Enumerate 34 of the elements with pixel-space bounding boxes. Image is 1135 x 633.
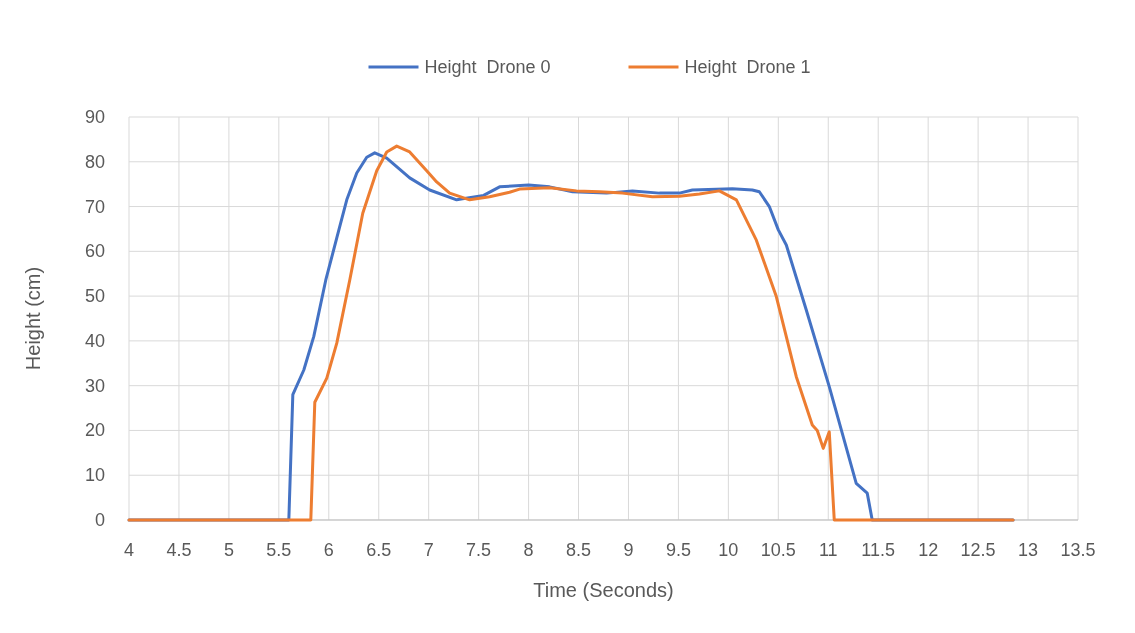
x-tick-label: 8.5 (566, 540, 592, 560)
x-tick-label: 8 (523, 540, 534, 560)
y-tick-label: 10 (84, 465, 105, 486)
x-tick-label: 7 (423, 540, 434, 560)
x-tick-label: 9 (623, 540, 634, 560)
y-tick-label: 90 (84, 107, 105, 127)
y-tick-label: 30 (84, 375, 105, 396)
legend-label: Height Drone 1 (684, 57, 811, 77)
legend-label: Height Drone 0 (424, 57, 551, 77)
x-tick-label: 4 (123, 540, 135, 560)
y-tick-label: 70 (84, 196, 105, 217)
x-tick-label: 9.5 (665, 540, 691, 560)
x-tick-label: 10.5 (760, 540, 796, 560)
x-tick-label: 7.5 (466, 540, 492, 560)
x-tick-label: 4.5 (166, 540, 192, 560)
x-tick-label: 11.5 (861, 540, 896, 560)
y-tick-label: 0 (94, 510, 105, 530)
x-tick-label: 13 (1018, 540, 1039, 560)
x-tick-label: 5.5 (266, 540, 292, 560)
x-tick-label: 10 (718, 540, 739, 560)
y-axis-title: Height (cm) (22, 266, 44, 371)
x-tick-label: 11 (818, 540, 838, 560)
y-tick-label: 80 (84, 151, 105, 172)
x-tick-label: 5 (223, 540, 234, 560)
x-tick-label: 6.5 (366, 540, 392, 560)
x-tick-label: 6 (323, 540, 334, 560)
y-tick-label: 20 (84, 420, 105, 441)
y-tick-label: 50 (84, 286, 105, 307)
x-tick-label: 13.5 (1060, 540, 1096, 560)
x-tick-label: 12 (918, 540, 939, 560)
y-tick-label: 60 (84, 241, 105, 262)
y-tick-label: 40 (84, 330, 105, 351)
x-tick-label: 12.5 (960, 540, 996, 560)
x-axis-title: Time (Seconds) (533, 579, 674, 601)
